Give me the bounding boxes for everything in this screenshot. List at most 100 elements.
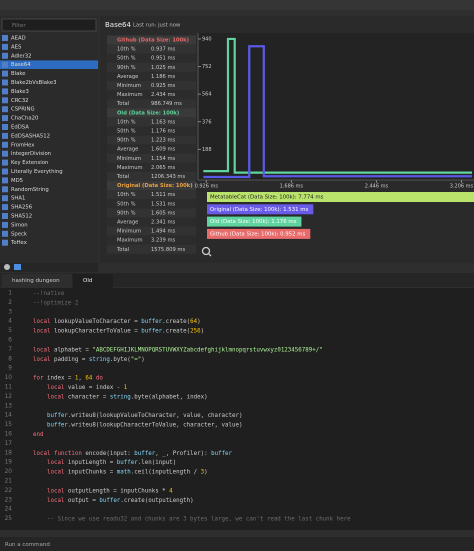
benchmark-icon bbox=[2, 79, 8, 86]
benchmark-item[interactable]: Key Extension bbox=[11, 160, 48, 166]
code-token: ( bbox=[96, 422, 100, 428]
filter-placeholder: Filter bbox=[12, 23, 26, 29]
code-token: writeu8 bbox=[71, 413, 96, 419]
code-token bbox=[33, 385, 47, 391]
benchmark-item[interactable]: CRC32 bbox=[11, 98, 29, 104]
benchmark-item[interactable]: EdDSASHA512 bbox=[11, 133, 50, 139]
code-token: = bbox=[99, 394, 109, 400]
code-token: "ABCDEFGHIJKLMNOPQRSTUVWXYZabcdefghijklm… bbox=[92, 347, 322, 353]
benchmark-item[interactable]: SHA256 bbox=[11, 205, 33, 211]
benchmark-item[interactable]: ToHex bbox=[10, 240, 27, 246]
results-title: Base64 bbox=[105, 21, 131, 29]
y-tick-label: 564 bbox=[202, 92, 212, 98]
benchmark-item[interactable]: EdDSA bbox=[11, 125, 29, 131]
code-token: . bbox=[110, 356, 114, 362]
stats-header: Original (Data Size: 100k) bbox=[117, 183, 193, 189]
stats-row bbox=[107, 171, 196, 182]
tab-label[interactable]: Old bbox=[83, 278, 92, 284]
benchmark-item[interactable]: IntegerDivision bbox=[11, 151, 51, 157]
benchmark-icon bbox=[2, 124, 8, 130]
stats-header: Github (Data Size: 100k) bbox=[117, 38, 189, 44]
code-token: local bbox=[33, 319, 50, 325]
code-token: byte bbox=[134, 394, 148, 400]
benchmark-item[interactable]: Adler32 bbox=[11, 53, 32, 59]
code-token: 4 bbox=[169, 488, 173, 494]
stats-row bbox=[107, 244, 196, 254]
benchmark-item[interactable]: Blake bbox=[11, 71, 26, 77]
code-token: . bbox=[162, 328, 166, 334]
code-token: padding bbox=[54, 356, 78, 362]
benchmark-item[interactable]: Simon bbox=[11, 222, 28, 228]
benchmark-item[interactable]: Base64 bbox=[11, 62, 31, 68]
stats-row bbox=[107, 44, 196, 54]
code-token: local bbox=[33, 356, 50, 362]
stats-label: 50th % bbox=[117, 201, 136, 207]
stats-value: 0.937 ms bbox=[151, 47, 176, 53]
benchmark-item[interactable]: AEAD bbox=[11, 36, 26, 42]
code-token: local bbox=[47, 497, 64, 503]
benchmark-icon bbox=[2, 43, 8, 50]
code-token: outputLength bbox=[148, 497, 190, 503]
stats-header-row bbox=[107, 181, 196, 191]
code-token: outputLength bbox=[68, 488, 110, 494]
code-token bbox=[33, 488, 47, 494]
code-token: string bbox=[89, 356, 110, 362]
stats-header-row bbox=[107, 108, 196, 118]
benchmark-icon bbox=[2, 132, 8, 139]
stats-row bbox=[107, 190, 196, 200]
run-icon[interactable] bbox=[14, 264, 21, 270]
settings-icon[interactable] bbox=[4, 264, 10, 270]
code-token: buffer bbox=[211, 450, 232, 456]
x-tick-label: 0.926 ms bbox=[195, 184, 219, 190]
code-line: local inputLength = buffer.len(input) bbox=[33, 460, 176, 466]
code-token: _ bbox=[162, 450, 166, 456]
code-token: buffer bbox=[117, 460, 138, 466]
benchmark-item[interactable]: Blake2bVsBlake3 bbox=[11, 80, 56, 86]
benchmark-item[interactable]: AES bbox=[11, 44, 22, 50]
code-token: alphabet bbox=[54, 347, 82, 353]
benchmark-item[interactable]: RandomString bbox=[11, 187, 49, 193]
benchmark-item[interactable]: Speck bbox=[11, 231, 28, 237]
code-line: local lookupCharacterToValue = buffer.cr… bbox=[33, 328, 204, 334]
code-token: , bbox=[155, 450, 162, 456]
code-line: --!native bbox=[33, 291, 65, 297]
tab-label[interactable]: hashing dungeon bbox=[12, 278, 60, 284]
benchmark-icon bbox=[2, 52, 8, 59]
benchmark-item[interactable]: ChaCha20 bbox=[11, 116, 39, 122]
code-token: ( bbox=[127, 356, 131, 362]
command-bar[interactable] bbox=[0, 537, 474, 551]
zoom-icon[interactable] bbox=[201, 246, 211, 256]
tab-active[interactable] bbox=[73, 274, 113, 288]
code-token bbox=[33, 422, 47, 428]
benchmark-item[interactable]: FromHex bbox=[11, 142, 34, 148]
series-line bbox=[203, 45, 472, 179]
benchmark-icon bbox=[2, 177, 8, 184]
code-token: . bbox=[131, 394, 135, 400]
code-line: for index = 1, 64 do bbox=[33, 375, 103, 381]
benchmark-item[interactable]: Literally Everything bbox=[11, 169, 63, 175]
code-token: = bbox=[64, 375, 74, 381]
code-line: --!optimize 2 bbox=[33, 300, 78, 306]
benchmark-item[interactable]: CSPRING bbox=[11, 107, 35, 113]
line-number: 15 bbox=[5, 422, 13, 428]
bar bbox=[207, 204, 314, 215]
line-number: 5 bbox=[8, 328, 12, 334]
code-token: end bbox=[33, 432, 43, 438]
benchmark-item[interactable]: SHA512 bbox=[11, 214, 32, 220]
code-token: local bbox=[47, 469, 64, 475]
line-number: 6 bbox=[8, 338, 12, 344]
benchmark-item[interactable]: SHA1 bbox=[11, 196, 25, 202]
code-token: create bbox=[124, 497, 145, 503]
line-number: 24 bbox=[5, 507, 13, 513]
code-token: , bbox=[215, 422, 222, 428]
benchmark-item[interactable]: Blake3 bbox=[11, 89, 29, 95]
code-token bbox=[33, 394, 47, 400]
line-number: 4 bbox=[8, 319, 12, 325]
benchmark-item[interactable]: MD5 bbox=[11, 178, 23, 184]
command-placeholder[interactable]: Run a command bbox=[5, 542, 50, 548]
filter-box[interactable] bbox=[1, 18, 97, 32]
tab[interactable] bbox=[2, 274, 72, 287]
stats-value: 1.025 ms bbox=[151, 65, 176, 71]
stats-row bbox=[107, 99, 196, 109]
